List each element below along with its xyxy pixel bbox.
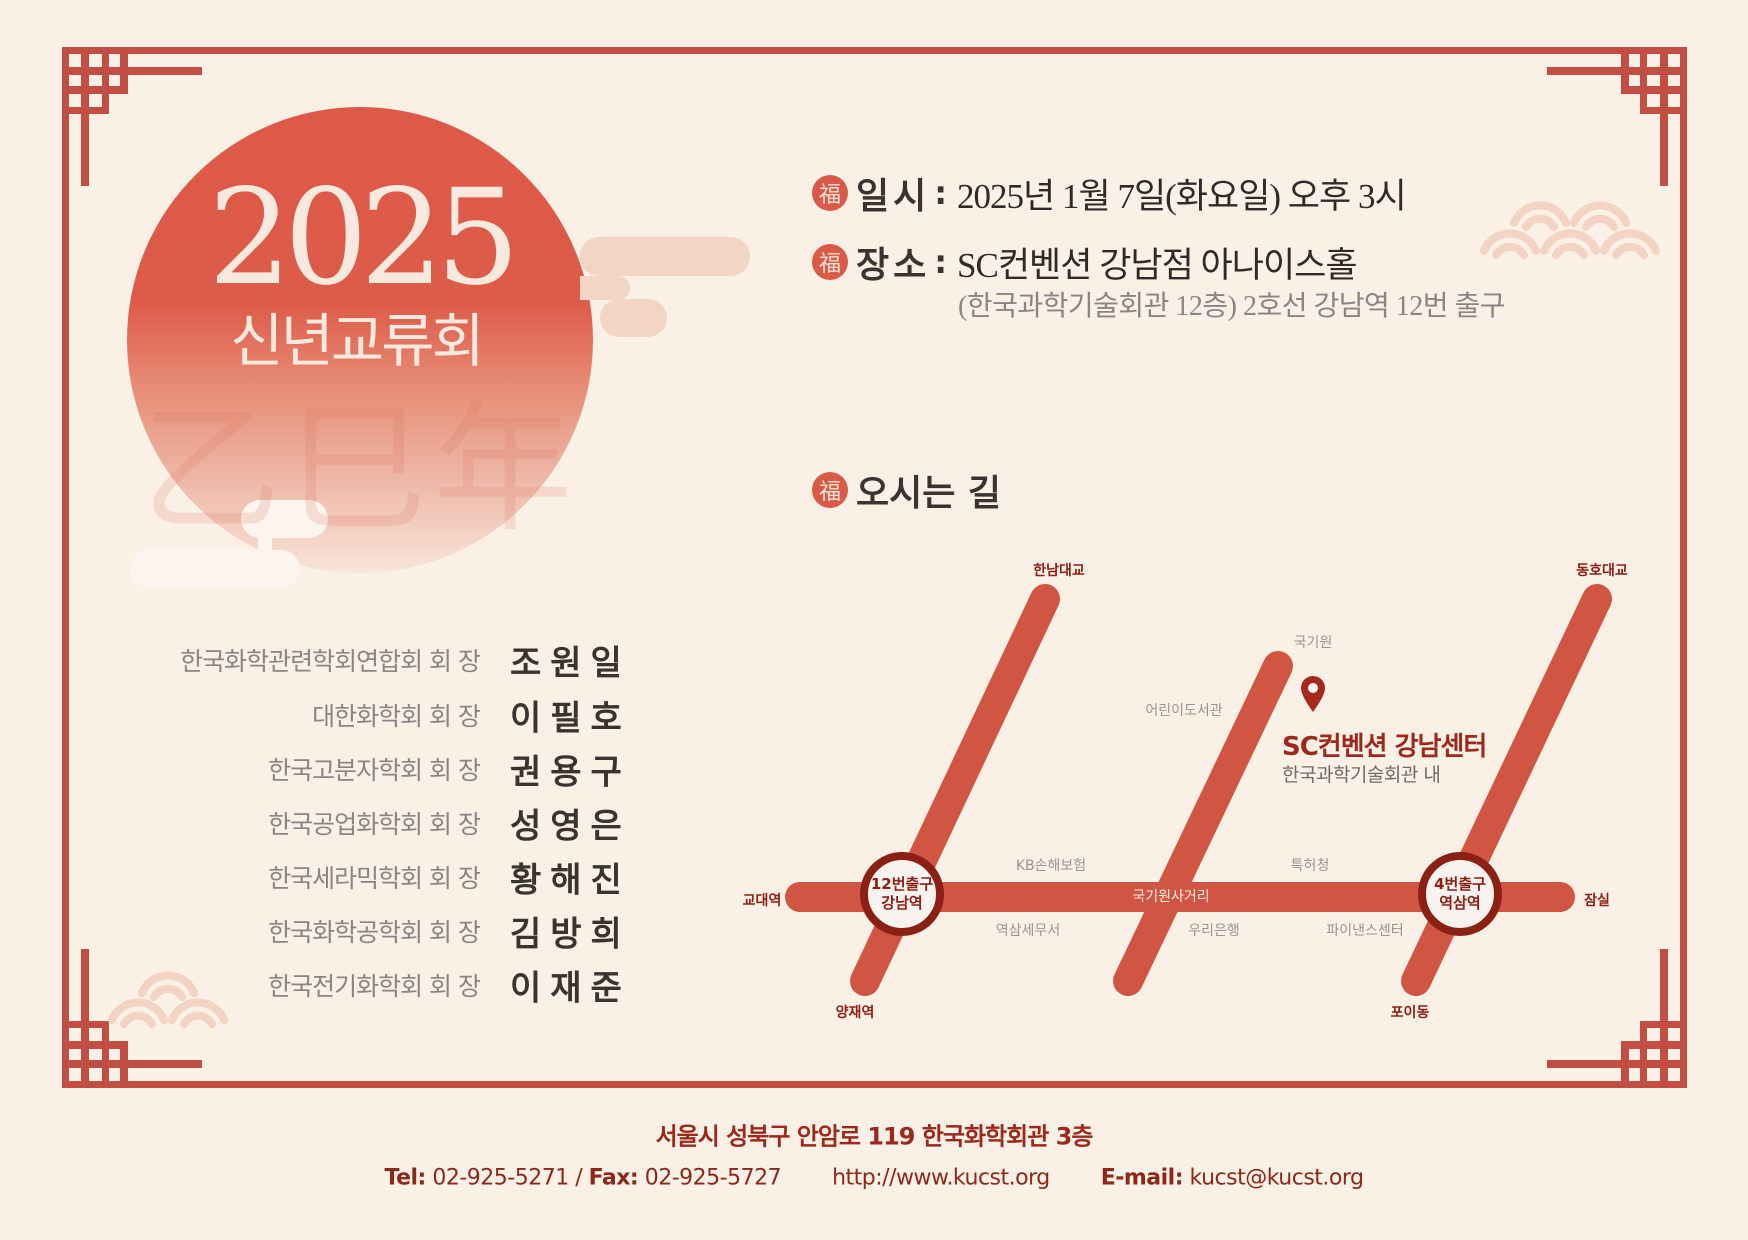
fortune-icon: 福 (812, 472, 848, 508)
website-link[interactable]: http://www.kucst.org (832, 1165, 1050, 1191)
info-date-label: 일시 (856, 176, 931, 217)
host-name: 이필호 (510, 698, 631, 739)
landmark-library: 어린이도서관 (1145, 703, 1223, 719)
info-place-value: SC컨벤션 강남점 아나이스홀 (957, 245, 1358, 285)
map-place-yangjae: 양재역 (835, 1005, 875, 1021)
corner-knot-icon (1547, 47, 1687, 186)
info-place-label: 장소 (856, 245, 931, 286)
footer-contact: Tel: 02-925-5271 / Fax: 02-925-5727 http… (384, 1165, 1364, 1191)
station-marker (860, 852, 944, 936)
fortune-icon: 福 (812, 175, 848, 211)
station-marker (1418, 852, 1502, 936)
hero-year: 2025 (208, 161, 520, 315)
cloud-right (580, 237, 750, 337)
station-name: 강남역 (881, 894, 923, 912)
station-name: 역삼역 (1439, 894, 1481, 912)
landmark-kb: KB손해보험 (1015, 858, 1087, 874)
venue-sub: 한국과학기술회관 내 (1282, 764, 1441, 786)
corner-knot-icon (62, 47, 202, 186)
info-date-value: 2025년 1월 7일(화요일) 오후 3시 (957, 176, 1407, 216)
road-kukkiwon (1113, 651, 1293, 996)
host-org: 한국고분자학회 회 장 (268, 756, 481, 785)
host-name: 성영은 (510, 806, 631, 847)
host-name: 김방희 (510, 914, 631, 955)
fax-number: 02-925-5727 (644, 1165, 782, 1191)
map-place-poi: 포이동 (1390, 1005, 1430, 1021)
host-org: 한국공업화학회 회 장 (268, 810, 481, 839)
host-name: 황해진 (510, 860, 631, 901)
station-exit: 12번출구 (870, 875, 934, 893)
corner-knot-icon (1547, 949, 1687, 1088)
host-org: 대한화학회 회 장 (312, 702, 481, 731)
frame-border (62, 47, 1687, 1088)
landmark-kukkiwon: 국기원 (1293, 635, 1333, 651)
directions-title: 오시는 길 (856, 473, 1002, 514)
tel-number: 02-925-5271 (432, 1165, 569, 1191)
map-place-gyodae: 교대역 (742, 893, 782, 909)
email-label: E-mail: (1100, 1165, 1184, 1191)
fortune-icon: 福 (812, 244, 848, 280)
footer-address: 서울시 성북구 안암로 119 한국화학회관 3층 (655, 1122, 1094, 1151)
info-directions: 福 오시는 길 (812, 464, 1001, 516)
wave-pattern-bottom-left (112, 975, 224, 1024)
map-place-jamsil: 잠실 (1584, 893, 1610, 909)
cloud-left (130, 500, 328, 588)
sun-circle (127, 107, 593, 573)
info-place: 福 장소 : SC컨벤션 강남점 아나이스홀 (812, 236, 1358, 288)
fax-label: Fax: (588, 1165, 639, 1191)
station-gangnam: 12번출구 강남역 (871, 875, 933, 913)
host-name: 조원일 (510, 643, 631, 684)
host-name: 이재준 (510, 968, 631, 1009)
hero-title: 신년교류회 (230, 307, 485, 375)
landmark-woori: 우리은행 (1188, 923, 1240, 939)
host-org: 한국세라믹학회 회 장 (268, 864, 481, 893)
landmark-tax: 역삼세무서 (995, 923, 1061, 939)
landmark-patent: 특허청 (1290, 858, 1330, 874)
host-org: 한국전기화학회 회 장 (268, 972, 481, 1001)
email-link[interactable]: kucst@kucst.org (1189, 1165, 1364, 1191)
station-exit: 4번출구 (1434, 875, 1486, 893)
tel-label: Tel: (384, 1165, 427, 1191)
landmark-finance: 파이낸스센터 (1326, 923, 1404, 939)
map-pin-icon (1301, 676, 1325, 712)
info-date: 福 일시 : 2025년 1월 7일(화요일) 오후 3시 (812, 167, 1407, 219)
host-org: 한국화학공학회 회 장 (268, 918, 481, 947)
station-yeoksam: 4번출구 역삼역 (1434, 875, 1486, 913)
venue-name: SC컨벤션 강남센터 (1282, 732, 1487, 762)
landmark-crossroad: 국기원사거리 (1132, 889, 1210, 905)
host-name: 권용구 (510, 752, 631, 793)
info-place-sub: (한국과학기술회관 12층) 2호선 강남역 12번 출구 (958, 291, 1506, 322)
map-place-dongho: 동호대교 (1576, 563, 1628, 579)
hero-watermark: 乙巳年 (140, 389, 580, 552)
map-place-hannam: 한남대교 (1033, 563, 1085, 579)
wave-pattern-top-right (1484, 205, 1656, 255)
host-org: 한국화학관련학회연합회 회 장 (180, 647, 481, 676)
